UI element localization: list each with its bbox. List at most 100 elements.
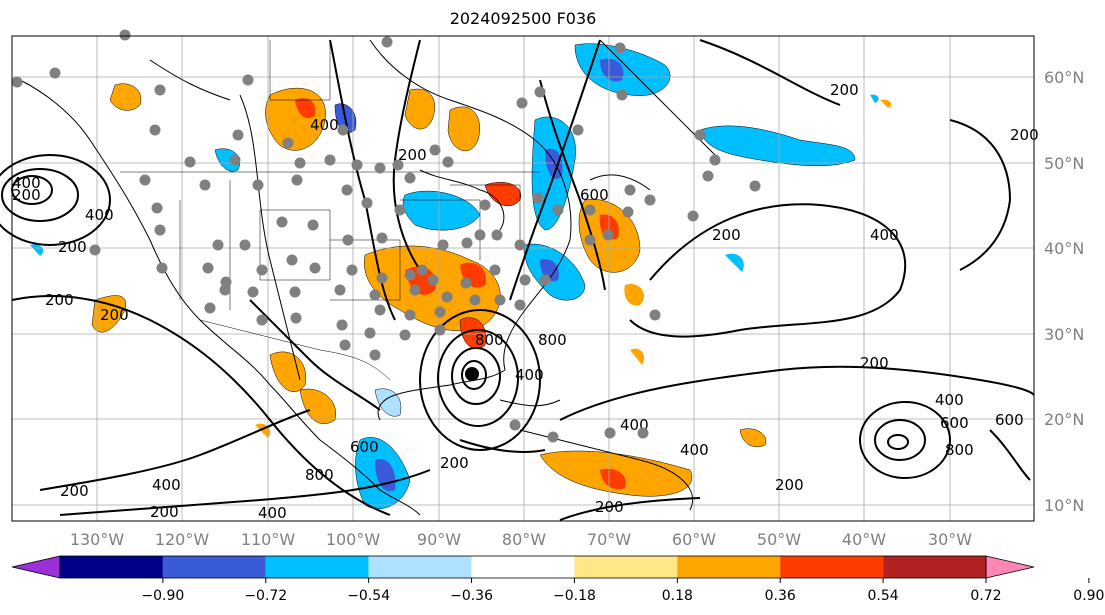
station-dot: [154, 84, 166, 96]
contour-value-label: 200: [595, 498, 624, 516]
map-frame: [11, 35, 1035, 522]
contour-value-label: 400: [935, 391, 964, 409]
contour-line: [392, 39, 421, 271]
station-dot: [489, 264, 501, 276]
contour-line: [699, 39, 841, 106]
station-dot: [404, 172, 416, 184]
station-markers: [11, 29, 761, 443]
station-dot: [434, 306, 446, 318]
station-dot: [289, 286, 301, 298]
contour-line: [539, 79, 606, 291]
colorbar-tick-label: −0.90: [141, 588, 184, 604]
colorbar-segment: [60, 556, 163, 578]
map-title: 2024092500 F036: [449, 9, 597, 28]
contour-value-label: 600: [995, 411, 1024, 429]
station-dot: [409, 284, 421, 296]
station-dot: [381, 36, 393, 48]
station-dot: [247, 286, 259, 298]
longitude-label: 40°W: [842, 530, 886, 549]
station-dot: [622, 206, 634, 218]
latitude-label: 50°N: [1044, 154, 1084, 173]
contour-value-label: 200: [830, 81, 859, 99]
contour-line: [949, 119, 1012, 271]
latitude-label: 30°N: [1044, 325, 1084, 344]
station-dot: [202, 262, 214, 274]
station-dot: [256, 264, 268, 276]
contour-line: [509, 39, 601, 301]
longitude-labels: 130°W 120°W 110°W 100°W 90°W 80°W 70°W 60°W 50°W…: [70, 530, 972, 549]
station-dot: [614, 42, 626, 54]
contour-value-label: 800: [538, 331, 567, 349]
station-dot: [491, 229, 503, 241]
contour-value-label: 200: [712, 226, 741, 244]
colorbar-segment: [368, 556, 472, 578]
latitude-label: 10°N: [1044, 496, 1084, 515]
colorbar-tick-label: −0.18: [553, 588, 596, 604]
colorbar-tick-label: 0.90: [1073, 588, 1104, 604]
station-dot: [204, 302, 216, 314]
contour-value-label: 400: [12, 174, 41, 192]
station-dot: [139, 174, 151, 186]
colorbar-extend-high: [985, 555, 1035, 579]
contour-line: [887, 434, 909, 450]
contour-line: [461, 360, 487, 390]
longitude-label: 80°W: [502, 530, 546, 549]
contour-line: [559, 497, 701, 521]
longitude-label: 130°W: [70, 530, 125, 549]
contour-line: [437, 329, 519, 427]
strong-positive-area: [600, 468, 626, 490]
station-dot: [749, 180, 761, 192]
contour-line: [459, 439, 546, 453]
contour-value-label: 400: [152, 476, 181, 494]
station-dot: [324, 154, 336, 166]
station-dot: [220, 276, 232, 288]
station-dot: [119, 29, 131, 41]
station-dot: [572, 124, 584, 136]
station-dot: [151, 202, 163, 214]
contour-line: [59, 469, 431, 516]
strong-negative-area: [545, 148, 563, 179]
station-dot: [374, 162, 386, 174]
positive-anomaly-area: [269, 351, 307, 392]
contour-value-label: 200: [58, 238, 87, 256]
colorbar: [11, 555, 1035, 579]
contour-line: [859, 401, 951, 479]
contour-value-label: 800: [305, 466, 334, 484]
longitude-label: 60°W: [672, 530, 716, 549]
contour-line: [419, 309, 541, 451]
contour-value-label: 200: [150, 503, 179, 521]
colorbar-outline: [59, 555, 987, 579]
station-dot: [602, 229, 614, 241]
longitude-label: 70°W: [587, 530, 631, 549]
contour-value-label: 400: [85, 206, 114, 224]
colorbar-tick-label: 0.36: [765, 588, 796, 604]
station-dot: [644, 194, 656, 206]
station-dot: [404, 269, 416, 281]
contour-value-label: 200: [398, 146, 427, 164]
positive-anomaly-area: [109, 83, 142, 111]
station-dot: [291, 174, 303, 186]
station-dot: [604, 427, 616, 439]
longitude-label: 110°W: [241, 530, 296, 549]
station-dot: [309, 262, 321, 274]
longitude-label: 100°W: [326, 530, 381, 549]
station-dot: [514, 299, 526, 311]
contour-value-label: 200: [60, 482, 89, 500]
contour-line: [11, 295, 391, 516]
station-dot: [509, 419, 521, 431]
colorbar-tick-label: 0.72: [970, 588, 1001, 604]
positive-anomaly-area: [630, 348, 645, 365]
contour-value-label: 400: [310, 116, 339, 134]
station-dot: [539, 274, 551, 286]
contour-value-label: 200: [45, 291, 74, 309]
station-dot: [429, 144, 441, 156]
station-dot: [156, 262, 168, 274]
station-dot: [369, 289, 381, 301]
strong-positive-area: [459, 317, 487, 350]
station-dot: [154, 224, 166, 236]
station-dot: [351, 159, 363, 171]
station-dot: [624, 184, 636, 196]
station-dot: [184, 156, 196, 168]
station-dot: [307, 219, 319, 231]
contour-value-label: 600: [580, 186, 609, 204]
